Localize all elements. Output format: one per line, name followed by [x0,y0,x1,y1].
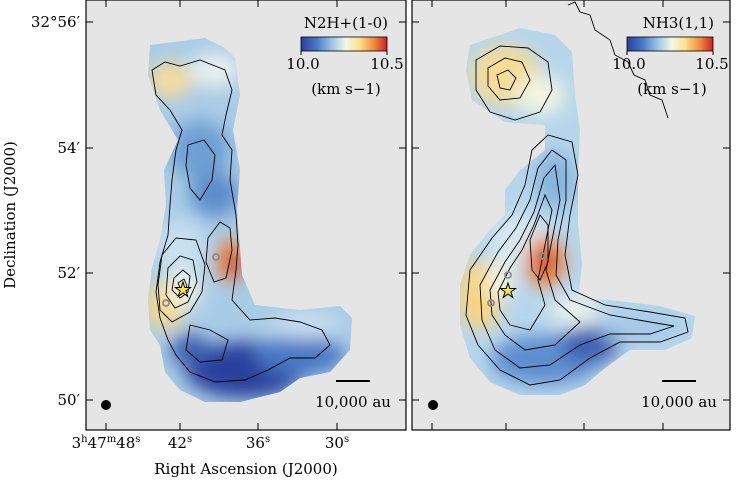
beam-icon [101,400,111,410]
boundary-line [567,1,669,119]
colorbar: 10.0 10.5 (km s−1) [612,36,729,98]
panel-title-n2hp: N2H+(1-0) [304,14,388,32]
y-axis-label: Declination (J2000) [1,141,19,289]
ra-tick-label: 42s [168,434,192,452]
beam-icon [428,400,438,410]
panel-frame [411,0,731,431]
panel-nh3: 10.0 10.5 (km s−1) NH3(1,1) 10,000 au [411,0,731,431]
dec-tick-label: 54′ [58,139,81,157]
dec-tick-labels: 32°56′ 54′ 52′ 50′ [31,13,81,409]
protostar-circle [504,271,512,279]
colorbar: 10.0 10.5 (km s−1) [286,36,404,98]
contours [151,59,331,383]
colorbar-unit-label: (km s−1) [637,80,707,98]
protostar-circle [162,299,170,307]
colorbar-unit-label: (km s−1) [311,80,381,98]
protostar-circle [487,299,495,307]
scalebar-label: 10,000 au [315,393,391,411]
protostar-circle [212,253,220,261]
axis-ticks [412,0,730,430]
dec-tick-label: 50′ [58,391,81,409]
scalebar: 10,000 au [641,380,717,411]
panel-frame [85,0,407,431]
scalebar-label: 10,000 au [641,393,717,411]
star-icon [173,280,193,298]
protostar-circle [538,252,546,260]
ra-tick-label: 36s [246,434,270,452]
star-icon [498,281,518,299]
protostar-markers [487,252,546,307]
colorbar-max-label: 10.5 [695,55,728,73]
dec-tick-label: 52′ [58,264,81,282]
ra-tick-label: 3h47m48s [72,434,141,452]
protostar-markers [162,253,220,307]
x-axis-label: Right Ascension (J2000) [154,460,337,478]
panel-n2hp: 10.0 10.5 (km s−1) N2H+(1-0) 10,000 au [85,0,407,431]
ra-tick-labels: 3h47m48s 42s 36s 30s [72,434,350,452]
dec-tick-label: 32°56′ [31,13,81,31]
colorbar-max-label: 10.5 [370,55,403,73]
scalebar: 10,000 au [315,380,391,411]
colorbar-min-label: 10.0 [612,55,645,73]
panel-title-nh3: NH3(1,1) [643,14,714,32]
ra-tick-label: 30s [325,434,349,452]
colorbar-min-label: 10.0 [286,55,319,73]
axis-ticks [86,0,406,430]
contours [465,45,689,386]
